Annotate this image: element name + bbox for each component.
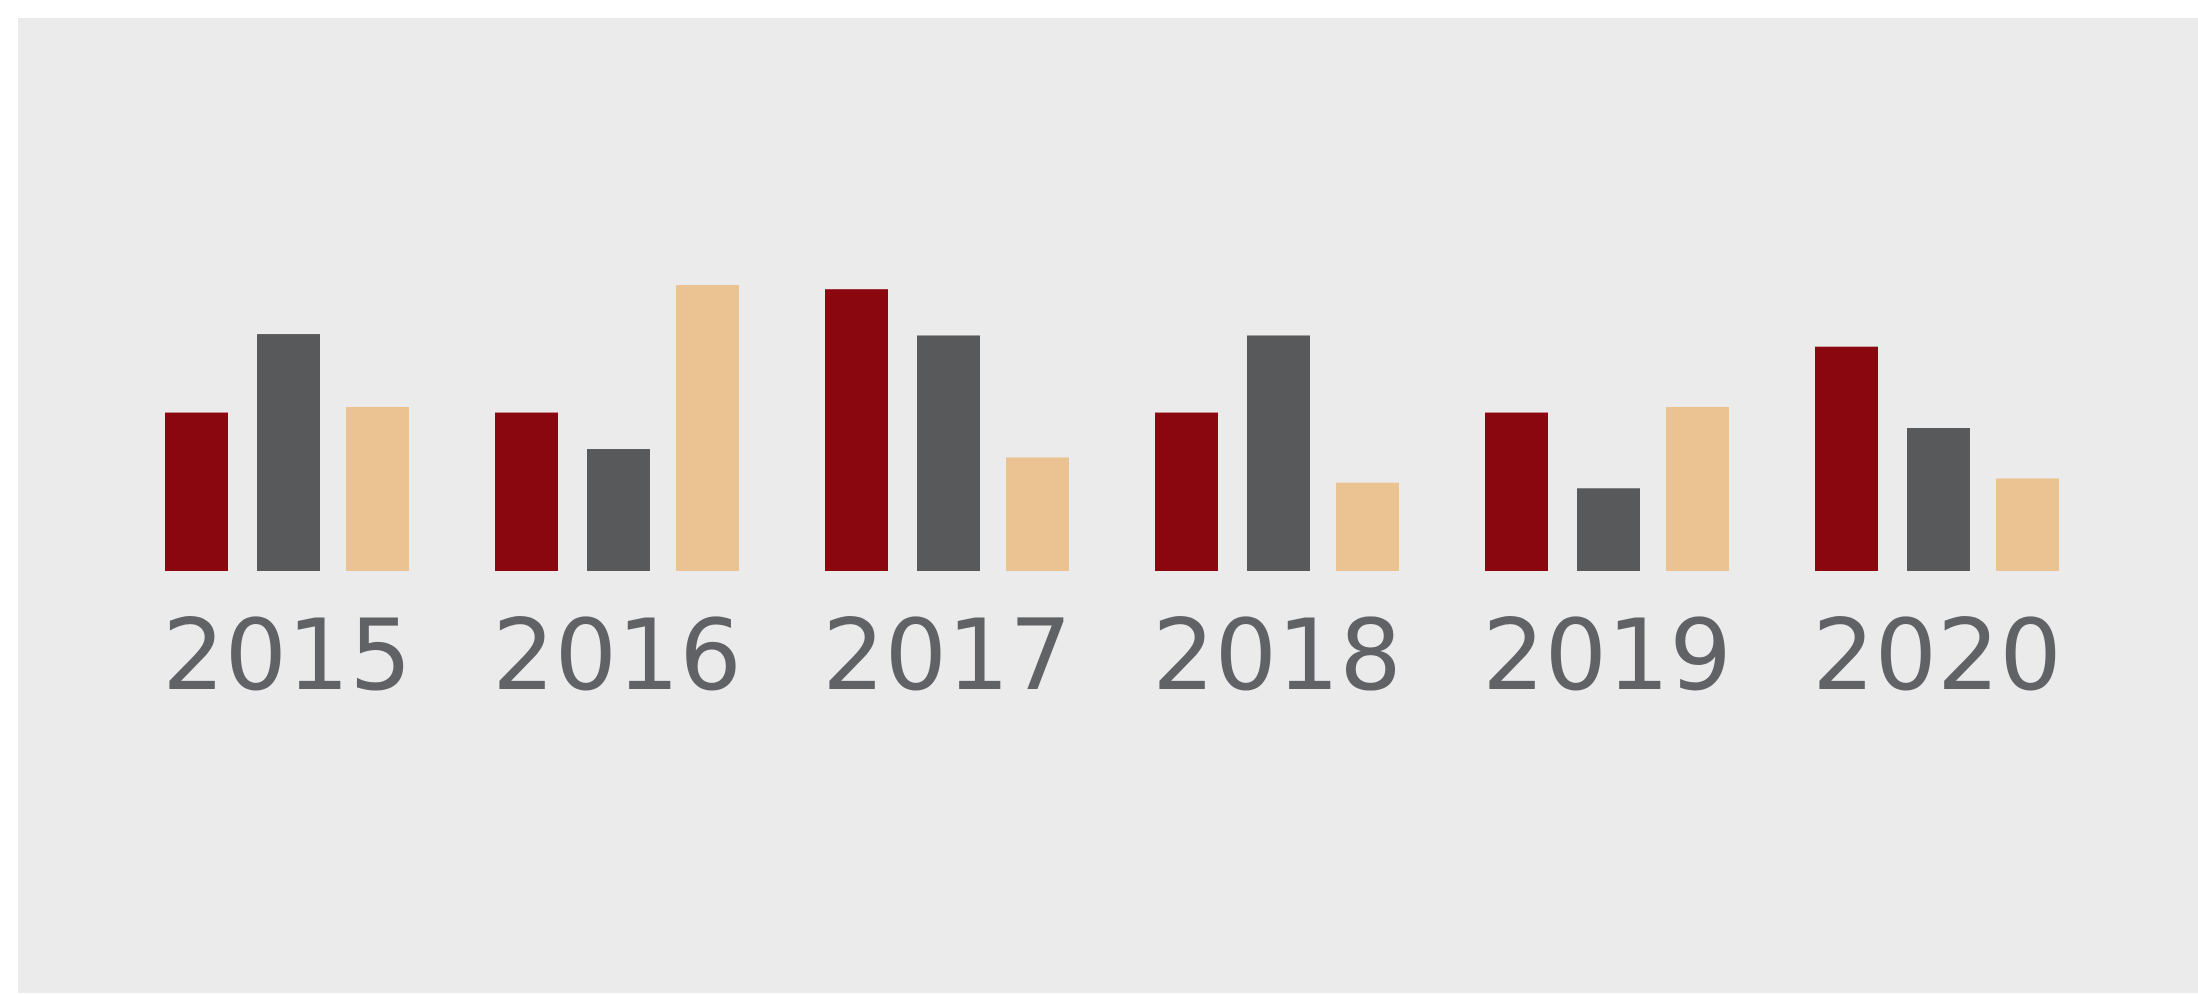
bar [1247, 335, 1310, 571]
bar [1907, 428, 1970, 571]
bar [346, 406, 409, 571]
bar [1155, 412, 1218, 571]
bar [1666, 406, 1729, 571]
bar [1336, 482, 1399, 571]
bar [1485, 412, 1548, 571]
bar [676, 285, 739, 571]
x-tick-label: 2019 [1482, 599, 1731, 713]
x-tick-label: 2017 [822, 599, 1071, 713]
bar [1815, 346, 1878, 571]
bar [165, 412, 228, 571]
bar [1996, 478, 2059, 571]
bar [825, 289, 888, 571]
x-tick-label: 2016 [492, 599, 741, 713]
bar [495, 412, 558, 571]
bar [1006, 457, 1069, 571]
bar [917, 335, 980, 571]
x-tick-label: 2018 [1152, 599, 1401, 713]
bar [1577, 488, 1640, 571]
x-tick-label: 2015 [162, 599, 411, 713]
bar [257, 334, 320, 571]
x-tick-label: 2020 [1812, 599, 2061, 713]
bar [587, 449, 650, 571]
